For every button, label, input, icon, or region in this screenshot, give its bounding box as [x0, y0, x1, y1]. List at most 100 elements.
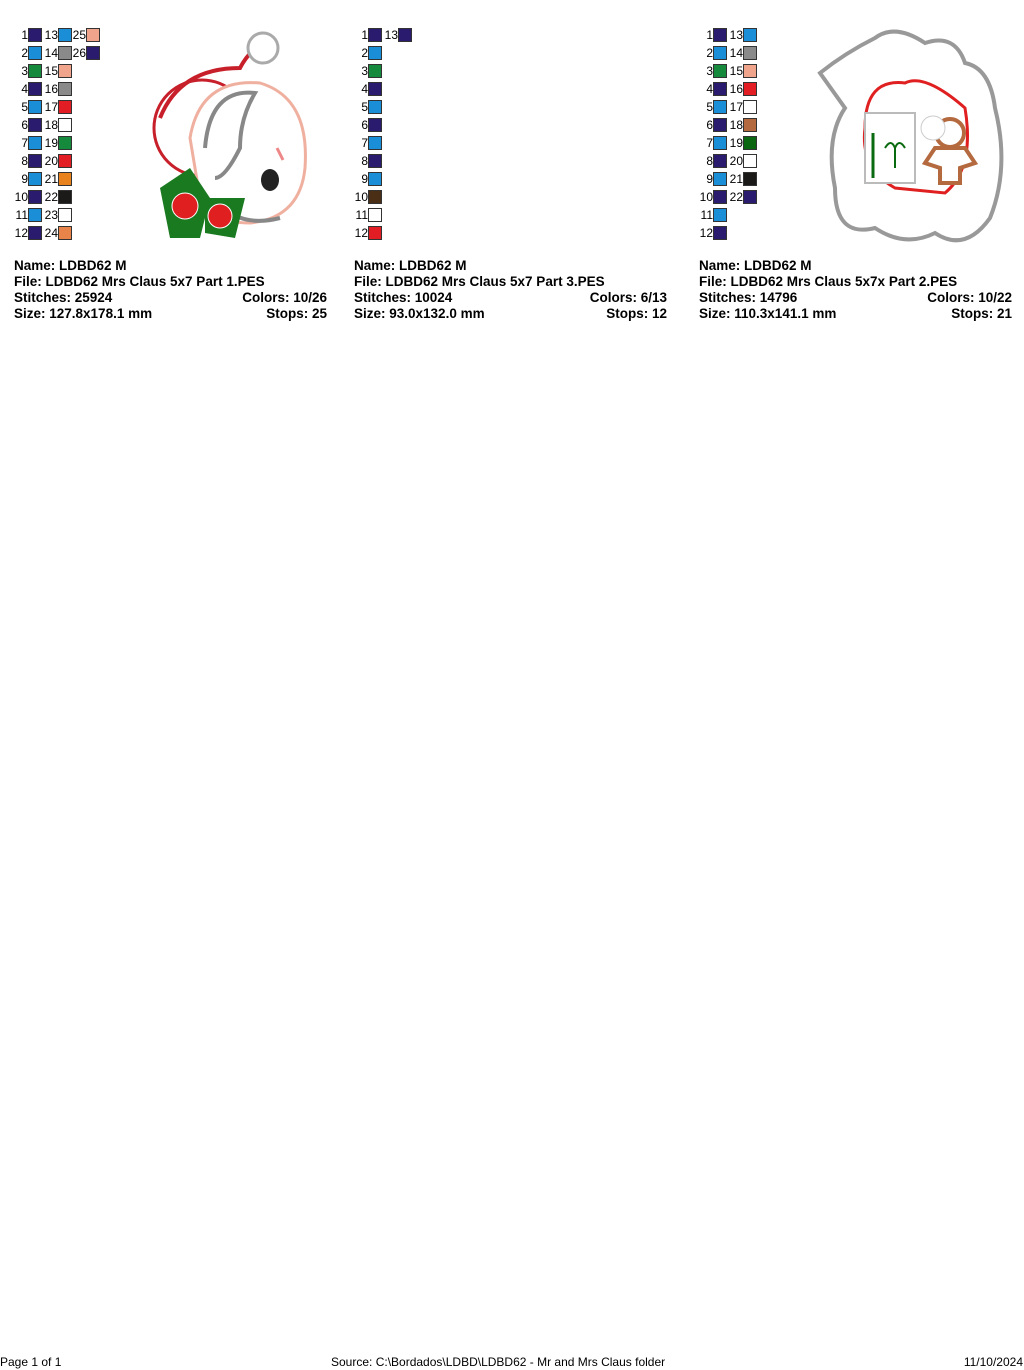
color-swatch: 10 — [10, 190, 42, 204]
swatch-color — [58, 208, 72, 222]
color-swatch: 8 — [10, 154, 42, 168]
stop-count: Stops: 21 — [951, 306, 1012, 321]
color-swatch: 12 — [10, 226, 42, 240]
color-swatch: 16 — [10, 82, 72, 96]
color-swatch: 17 — [695, 100, 757, 114]
swatch-color — [28, 64, 42, 78]
color-swatch: 10 — [350, 190, 382, 204]
swatch-color — [398, 28, 412, 42]
swatch-color — [58, 190, 72, 204]
stop-count: Stops: 12 — [606, 306, 667, 321]
color-swatch: 8 — [695, 154, 727, 168]
color-swatch: 25 — [10, 28, 100, 42]
swatch-color — [368, 172, 382, 186]
swatch-color — [368, 190, 382, 204]
color-swatch: 3 — [10, 64, 42, 78]
design-name: Name: LDBD62 M — [699, 258, 812, 273]
stitch-count: Stitches: 14796 — [699, 290, 798, 305]
swatch-color — [743, 190, 757, 204]
swatch-color — [713, 172, 727, 186]
color-swatch: 2 — [350, 46, 382, 60]
swatch-color — [58, 136, 72, 150]
color-swatch: 10 — [695, 190, 727, 204]
swatch-color — [86, 46, 100, 60]
color-swatch: 22 — [10, 190, 72, 204]
swatch-color — [368, 100, 382, 114]
swatch-color — [58, 172, 72, 186]
color-swatch: 9 — [695, 172, 727, 186]
swatch-color — [713, 100, 727, 114]
swatch-color — [743, 118, 757, 132]
color-swatch: 2 — [695, 46, 727, 60]
color-swatch: 5 — [695, 100, 727, 114]
color-swatch: 24 — [10, 226, 72, 240]
swatch-color — [28, 226, 42, 240]
color-swatch: 15 — [695, 64, 757, 78]
swatch-color — [28, 172, 42, 186]
color-swatch: 3 — [695, 64, 727, 78]
swatch-color — [713, 28, 727, 42]
color-swatch: 12 — [350, 226, 382, 240]
color-swatch: 21 — [10, 172, 72, 186]
color-swatch: 4 — [695, 82, 727, 96]
color-swatch: 1 — [695, 28, 727, 42]
color-swatch: 4 — [10, 82, 42, 96]
design-size: Size: 110.3x141.1 mm — [699, 306, 837, 321]
color-swatch: 8 — [350, 154, 382, 168]
swatch-color — [713, 64, 727, 78]
swatch-color — [713, 136, 727, 150]
color-swatch: 19 — [695, 136, 757, 150]
design-panel: 1 2 3 4 5 6 7 8 9 10 11 12 13 14 15 16 17 18 19 20 21 22 23 24 2… — [10, 0, 330, 330]
color-swatch: 3 — [350, 64, 382, 78]
swatch-color — [58, 28, 72, 42]
color-swatch: 18 — [695, 118, 757, 132]
color-swatch: 1 — [10, 28, 42, 42]
swatch-color — [743, 46, 757, 60]
color-swatch: 4 — [350, 82, 382, 96]
color-swatch: 16 — [695, 82, 757, 96]
color-swatch: 5 — [350, 100, 382, 114]
stitch-count: Stitches: 25924 — [14, 290, 113, 305]
swatch-color — [713, 190, 727, 204]
color-swatch: 26 — [10, 46, 100, 60]
swatch-color — [368, 154, 382, 168]
swatch-color — [368, 226, 382, 240]
swatch-color — [58, 82, 72, 96]
color-swatch: 22 — [695, 190, 757, 204]
color-swatch: 19 — [10, 136, 72, 150]
color-swatch: 1 — [350, 28, 382, 42]
source-path: Source: C:\Bordados\LDBD\LDBD62 - Mr and… — [331, 1355, 666, 1369]
design-size: Size: 93.0x132.0 mm — [354, 306, 485, 321]
print-date: 11/10/2024 — [963, 1355, 1023, 1369]
swatch-color — [58, 100, 72, 114]
swatch-color — [28, 28, 42, 42]
color-swatch: 6 — [350, 118, 382, 132]
stitch-count: Stitches: 10024 — [354, 290, 453, 305]
swatch-color — [58, 64, 72, 78]
color-swatch: 11 — [10, 208, 42, 222]
color-swatch: 14 — [10, 46, 72, 60]
swatch-color — [713, 154, 727, 168]
swatch-color — [28, 154, 42, 168]
swatch-color — [368, 136, 382, 150]
swatch-color — [368, 208, 382, 222]
design-file: File: LDBD62 Mrs Claus 5x7 Part 3.PES — [354, 274, 605, 289]
swatch-color — [28, 136, 42, 150]
design-preview — [470, 28, 974, 250]
color-swatch: 11 — [350, 208, 382, 222]
design-preview — [815, 28, 1015, 250]
color-swatch: 15 — [10, 64, 72, 78]
swatch-color — [713, 82, 727, 96]
color-count: Colors: 6/13 — [589, 290, 667, 305]
swatch-color — [743, 64, 757, 78]
color-swatch: 9 — [10, 172, 42, 186]
design-name: Name: LDBD62 M — [354, 258, 467, 273]
swatch-color — [743, 28, 757, 42]
page-number: Page 1 of 1 — [0, 1355, 62, 1369]
color-swatch: 6 — [10, 118, 42, 132]
color-swatch: 6 — [695, 118, 727, 132]
color-swatch: 12 — [695, 226, 727, 240]
color-swatch: 11 — [695, 208, 727, 222]
design-file: File: LDBD62 Mrs Claus 5x7 Part 1.PES — [14, 274, 265, 289]
swatch-color — [743, 100, 757, 114]
